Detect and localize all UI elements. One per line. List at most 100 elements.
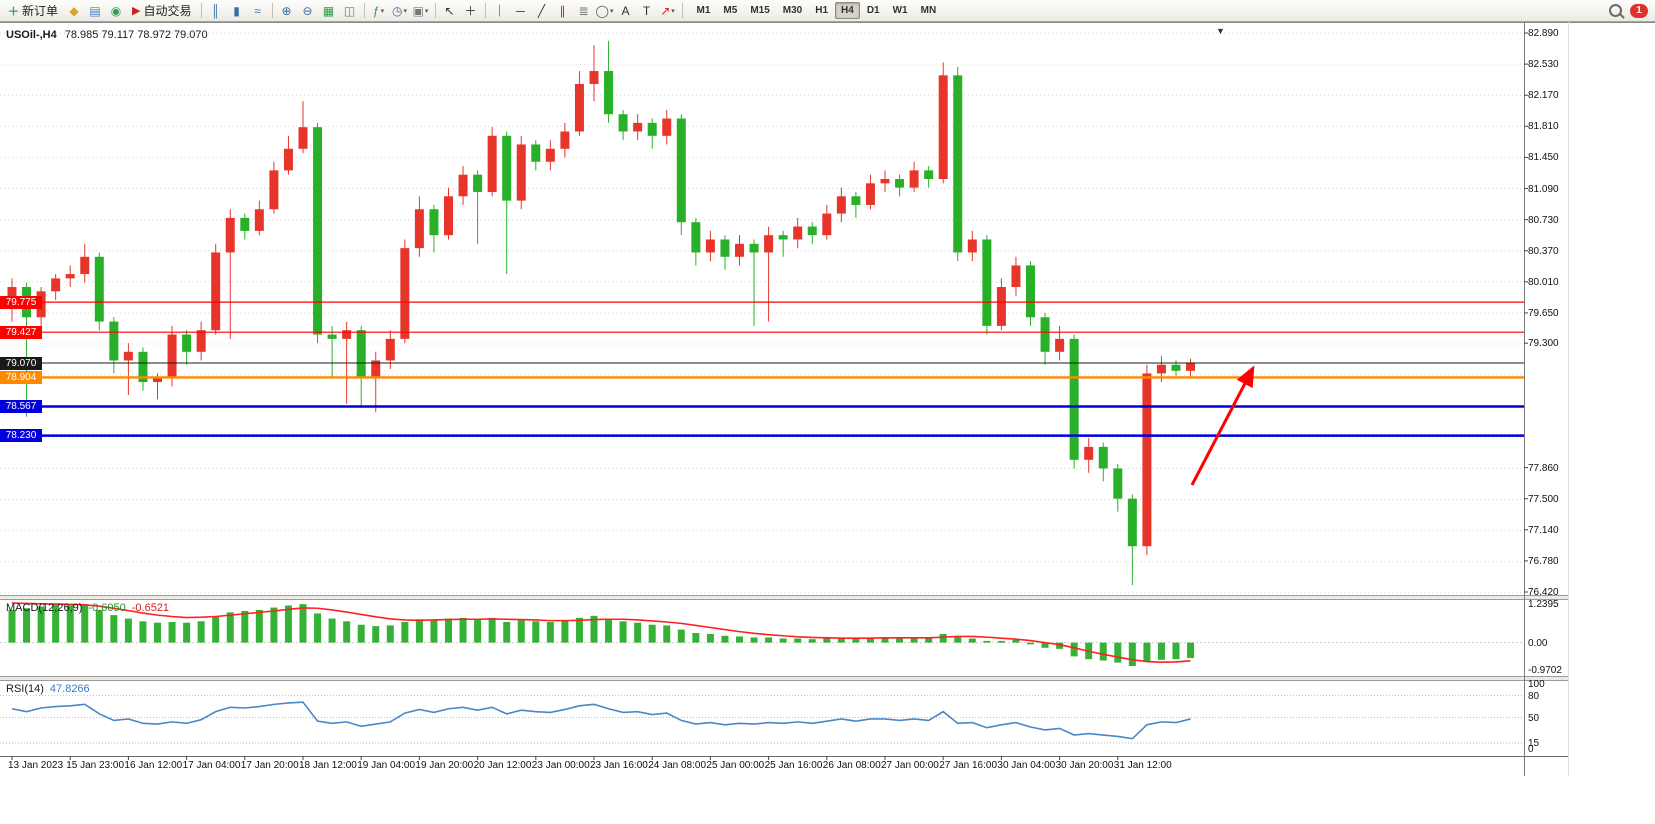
text-icon-glyph: A xyxy=(621,3,630,18)
fibonacci-icon-glyph: ≣ xyxy=(578,3,589,18)
zoom-out-icon[interactable]: ⊖ xyxy=(298,2,318,20)
candle xyxy=(51,274,61,300)
candle xyxy=(924,166,934,188)
macd-bar xyxy=(983,640,991,643)
timeframe-button-m15[interactable]: M15 xyxy=(750,5,770,16)
grid-icon[interactable]: ▦ xyxy=(319,2,339,20)
macd-bar xyxy=(488,617,496,643)
timeframe-button-h4[interactable]: H4 xyxy=(835,2,860,19)
macd-bar xyxy=(357,624,365,643)
candle xyxy=(604,40,614,123)
notification-badge[interactable]: 1 xyxy=(1630,3,1648,18)
macd-bar xyxy=(837,637,845,643)
line-chart-icon-glyph: ≈ xyxy=(254,3,261,18)
text-label-icon[interactable]: T xyxy=(637,2,657,20)
crosshair-icon[interactable]: ＋ xyxy=(461,2,481,20)
candle xyxy=(574,71,584,136)
timeframe-button-m1[interactable]: M1 xyxy=(696,5,711,16)
arrows-icon[interactable]: ↗ ▾ xyxy=(658,2,678,20)
bar-chart-icon[interactable]: ║ xyxy=(206,2,226,20)
vertical-line-icon-glyph: ｜ xyxy=(493,4,506,18)
candle xyxy=(109,317,119,374)
dropdown-caret-icon: ▾ xyxy=(609,7,614,15)
chart-wizard-icon[interactable]: ◆ xyxy=(64,2,84,20)
macd-bar xyxy=(23,608,31,643)
periods-icon[interactable]: ◷ ▾ xyxy=(390,2,410,20)
new-order-button-icon: ＋ xyxy=(8,5,19,18)
cursor-icon[interactable]: ↖ xyxy=(440,2,460,20)
candle xyxy=(1113,464,1123,512)
toolbar-separator xyxy=(200,3,202,18)
trendline-icon[interactable]: ╱ xyxy=(532,2,552,20)
hline-anchor[interactable] xyxy=(2,374,8,381)
timeframe-button-m5[interactable]: M5 xyxy=(723,5,738,16)
candle xyxy=(1084,438,1094,473)
new-order-button[interactable]: ＋新订单 xyxy=(3,2,63,20)
indicators-icon-glyph: ƒ xyxy=(372,3,380,18)
hline-anchor[interactable] xyxy=(2,403,8,410)
macd-bar xyxy=(561,620,569,643)
candlestick-chart-icon[interactable]: ▮ xyxy=(227,2,247,20)
shapes-icon[interactable]: ◯ ▾ xyxy=(595,2,615,20)
main-toolbar: ＋新订单 ◆ ▤ ◉ ▶ 自动交易 ║ ▮ ≈ ⊕ ⊖ ▦ ◫ ƒ ▾ ◷ ▾ ▣ ▾ ↖ ＋｜ ─ ╱ ∥ ≣ ◯ ▾ A T ↗ ▾ M1… xyxy=(0,0,1655,22)
profiles-icon-glyph: ▤ xyxy=(89,3,101,18)
timeframe-button-m30[interactable]: M30 xyxy=(782,5,803,16)
candle xyxy=(1011,256,1021,296)
timeframe-button-mn[interactable]: MN xyxy=(920,5,937,16)
macd-bar xyxy=(445,618,452,643)
horizontal-line-icon[interactable]: ─ xyxy=(511,2,531,20)
candle xyxy=(953,66,963,262)
channel-icon[interactable]: ∥ xyxy=(553,2,573,20)
templates-icon[interactable]: ▣ ▾ xyxy=(411,2,431,20)
zoom-in-icon[interactable]: ⊕ xyxy=(277,2,297,20)
templates-icon-glyph: ▣ xyxy=(412,3,424,18)
macd-bar xyxy=(808,639,816,643)
macd-bar xyxy=(663,625,671,643)
candle xyxy=(254,200,264,236)
market-watch-icon[interactable]: ◉ xyxy=(106,2,126,20)
timeframe-button-h1[interactable]: H1 xyxy=(815,5,829,16)
candle xyxy=(836,187,846,223)
macd-bar xyxy=(1012,639,1020,643)
macd-bar xyxy=(386,625,394,643)
ticks-layer xyxy=(11,32,1528,760)
macd-bar xyxy=(1172,642,1180,660)
macd-bar xyxy=(1143,642,1151,662)
macd-bar xyxy=(997,640,1005,643)
vertical-line-icon[interactable]: ｜ xyxy=(490,2,510,20)
candle xyxy=(545,140,555,171)
timeframe-button-w1[interactable]: W1 xyxy=(892,5,908,16)
indicators-icon[interactable]: ƒ ▾ xyxy=(369,2,389,20)
macd-bar xyxy=(546,621,554,643)
profiles-icon[interactable]: ▤ xyxy=(85,2,105,20)
horizontal-line-icon-glyph: ─ xyxy=(516,3,525,18)
macd-bar xyxy=(1041,642,1049,648)
autotrading-button[interactable]: ▶ 自动交易 xyxy=(127,2,196,20)
macd-bar xyxy=(52,604,60,643)
timeframe-group: M1 M5 M15 M30 H1 H4 D1 W1 MN xyxy=(691,2,943,19)
line-chart-icon[interactable]: ≈ xyxy=(248,2,268,20)
chart-canvas[interactable] xyxy=(0,22,1655,824)
candle xyxy=(880,170,890,192)
macd-bar xyxy=(503,621,511,643)
candle xyxy=(283,135,293,175)
macd-bar xyxy=(197,621,205,643)
annotation-arrow[interactable] xyxy=(1190,365,1255,486)
fibonacci-icon[interactable]: ≣ xyxy=(574,2,594,20)
macd-bar xyxy=(37,606,45,643)
tile-windows-icon[interactable]: ◫ xyxy=(340,2,360,20)
candle xyxy=(807,222,817,244)
macd-bar xyxy=(81,604,89,643)
toolbar-separator xyxy=(434,3,436,18)
candle xyxy=(851,191,861,218)
candle xyxy=(473,170,483,244)
search-icon[interactable] xyxy=(1609,4,1622,17)
timeframe-button-d1[interactable]: D1 xyxy=(866,5,880,16)
zoom-out-icon-glyph: ⊖ xyxy=(302,3,313,18)
hline-anchor[interactable] xyxy=(2,432,8,439)
dropdown-caret-icon: ▾ xyxy=(403,7,407,15)
candle xyxy=(123,343,133,396)
candle xyxy=(735,235,744,266)
text-icon[interactable]: A xyxy=(616,2,636,20)
candles-layer xyxy=(7,40,1196,586)
